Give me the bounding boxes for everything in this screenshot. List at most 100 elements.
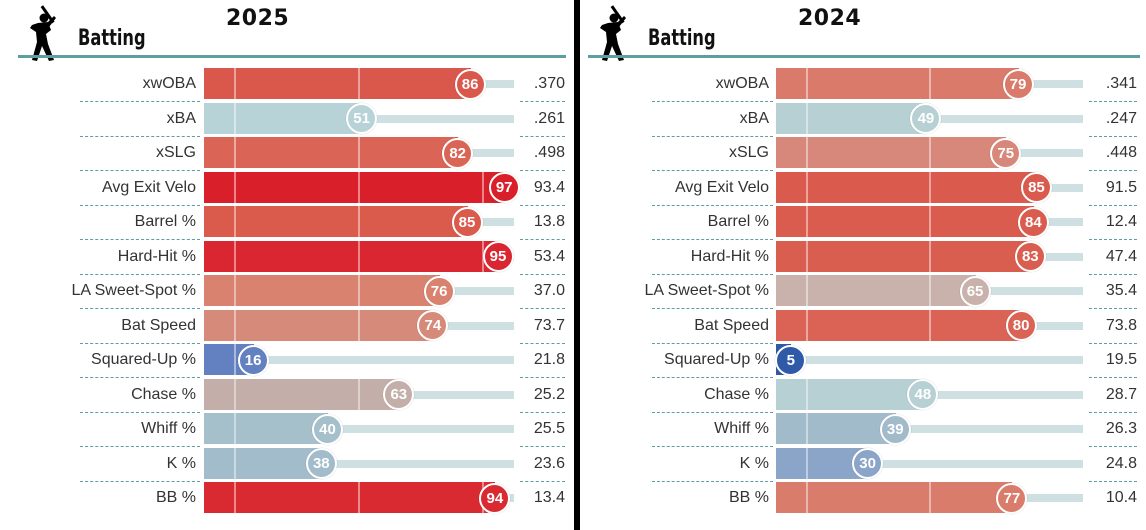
- metric-label: BB %: [728, 489, 769, 506]
- header-divider: [18, 55, 566, 58]
- gridline: [928, 137, 931, 168]
- percentile-bar: [204, 68, 471, 99]
- row-separator: [652, 446, 773, 447]
- percentile-track: [776, 459, 1083, 468]
- gridline: [234, 447, 236, 479]
- row-separator: [520, 170, 565, 171]
- percentile-badge: 82: [442, 137, 474, 169]
- percentile-bar: [776, 275, 976, 306]
- gridline: [482, 171, 484, 203]
- metric-label: LA Sweet-Spot %: [71, 282, 196, 299]
- percentile-badge: 95: [482, 241, 514, 272]
- percentile-track: [204, 425, 514, 433]
- metric-label: xBA: [166, 109, 196, 127]
- metric-label: Barrel %: [707, 213, 769, 230]
- gridline: [358, 137, 360, 168]
- percentile-badge: 83: [1014, 241, 1046, 272]
- gridline: [358, 240, 360, 272]
- percentile-bar: [776, 482, 1013, 513]
- row-separator: [1089, 273, 1137, 275]
- gridline: [805, 275, 808, 306]
- row-separator: [520, 480, 565, 482]
- row-separator: [1089, 308, 1137, 309]
- gridline: [928, 171, 931, 203]
- metric-value: 21.8: [533, 351, 565, 368]
- section-header: Batting: [78, 26, 146, 51]
- percentile-badge: 97: [488, 172, 520, 203]
- percentile-bar: [204, 482, 496, 513]
- gridline: [928, 275, 931, 306]
- percentile-badge: 85: [1020, 172, 1052, 203]
- gridline: [234, 68, 236, 99]
- row-separator: [80, 135, 200, 137]
- gridline: [234, 344, 236, 375]
- metric-label: Whiff %: [141, 420, 196, 437]
- gridline: [234, 482, 236, 513]
- percentile-bar: [776, 378, 924, 410]
- batter-icon: [600, 5, 626, 61]
- percentile-bar: [204, 309, 434, 341]
- row-separator: [652, 204, 773, 206]
- row-separator: [520, 204, 565, 206]
- row-separator: [1089, 170, 1137, 171]
- row-separator: [652, 239, 773, 240]
- row-separator: [652, 101, 773, 102]
- metric-value: 73.7: [533, 316, 565, 334]
- percentile-bar: [204, 240, 499, 272]
- gridline: [234, 378, 236, 410]
- metric-value: 53.4: [533, 247, 565, 265]
- metric-value: 13.8: [533, 213, 565, 230]
- gridline: [234, 102, 236, 134]
- percentile-bar: [204, 275, 440, 306]
- metric-label: K %: [739, 454, 769, 472]
- row-separator: [652, 377, 773, 378]
- percentile-badge: 49: [910, 103, 942, 134]
- row-separator: [80, 377, 200, 378]
- percentile-bar: [776, 171, 1037, 203]
- metric-value: 35.4: [1105, 282, 1137, 299]
- row-separator: [80, 273, 200, 275]
- percentile-bar: [776, 240, 1031, 272]
- metric-value: 19.5: [1105, 351, 1137, 368]
- metric-label: Hard-Hit %: [690, 247, 769, 265]
- metric-value: 24.8: [1105, 454, 1137, 472]
- gridline: [928, 482, 931, 513]
- metric-label: Squared-Up %: [91, 351, 196, 368]
- metric-value: .341: [1105, 75, 1137, 92]
- percentile-bar: [204, 378, 400, 410]
- gridline: [805, 309, 808, 341]
- percentile-badge: 40: [312, 413, 343, 445]
- percentile-track: [776, 356, 1083, 364]
- gridline: [358, 275, 360, 306]
- gridline: [358, 206, 360, 237]
- percentile-badge: 77: [996, 482, 1028, 514]
- percentile-badge: 39: [879, 413, 911, 445]
- row-separator: [80, 204, 200, 206]
- row-separator: [1089, 480, 1137, 482]
- row-separator: [1089, 446, 1137, 447]
- gridline: [234, 309, 236, 341]
- percentile-badge: 79: [1002, 68, 1034, 100]
- percentile-badge: 65: [959, 275, 991, 307]
- metric-value: 28.7: [1105, 385, 1137, 403]
- percentile-badge: 48: [907, 379, 939, 410]
- row-separator: [520, 411, 565, 413]
- gridline: [928, 68, 931, 99]
- row-separator: [80, 446, 200, 447]
- metric-value: 93.4: [533, 178, 565, 196]
- row-separator: [520, 377, 565, 378]
- metric-value: 23.6: [533, 454, 565, 472]
- metric-label: K %: [166, 454, 196, 472]
- percentile-badge: 80: [1005, 310, 1037, 341]
- section-header: Batting: [648, 26, 716, 51]
- gridline: [805, 102, 808, 134]
- gridline: [358, 482, 360, 513]
- percentile-badge: 94: [479, 482, 511, 514]
- gridline: [358, 378, 360, 410]
- metric-label: Avg Exit Velo: [675, 178, 769, 196]
- metric-label: Chase %: [131, 385, 196, 403]
- percentile-badge: 38: [305, 448, 337, 479]
- metric-label: BB %: [155, 489, 196, 506]
- row-separator: [652, 170, 773, 171]
- percentile-bar: [776, 68, 1019, 99]
